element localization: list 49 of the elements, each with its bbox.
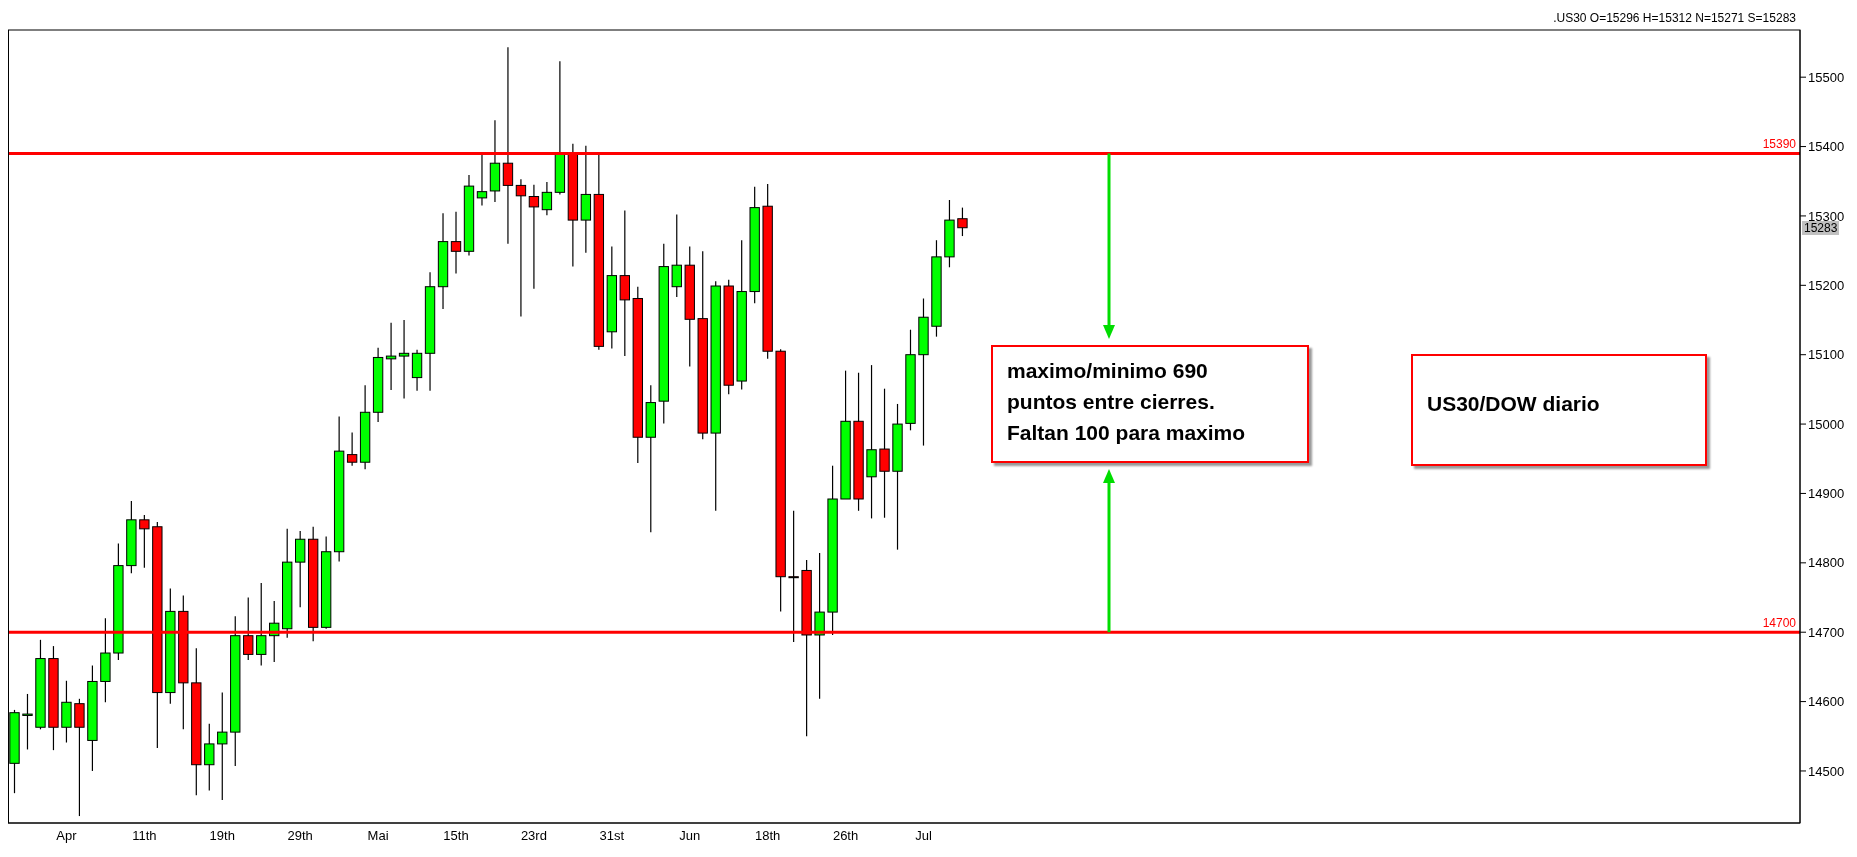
candlestick bbox=[295, 530, 306, 608]
candlestick bbox=[385, 322, 397, 391]
candlestick bbox=[541, 181, 553, 216]
candlestick bbox=[879, 388, 890, 519]
y-tick-label: 15100 bbox=[1808, 347, 1845, 363]
x-tick-label: 26th bbox=[832, 828, 859, 844]
annotation: US30/DOW diario bbox=[1427, 391, 1601, 417]
y-tick-label: 15500 bbox=[1808, 69, 1845, 85]
candlestick bbox=[957, 207, 968, 237]
candlestick bbox=[139, 514, 150, 569]
x-tick-label: 23rd bbox=[520, 828, 547, 844]
x-tick-label: 19th bbox=[209, 828, 235, 844]
candlestick bbox=[398, 319, 410, 399]
candlestick bbox=[515, 178, 527, 318]
ref-line-label: 14700 bbox=[1762, 616, 1797, 631]
x-tick-label: 29th bbox=[287, 828, 313, 844]
candlestick bbox=[346, 431, 358, 467]
x-tick-label: 18th bbox=[755, 828, 781, 844]
y-tick-label: 15000 bbox=[1808, 416, 1845, 432]
x-tick-label: 11th bbox=[132, 828, 157, 844]
ref-line-label: 15390 bbox=[1762, 137, 1797, 152]
x-tick-label: Jul bbox=[915, 828, 932, 844]
text-box: US30/DOW diario bbox=[1411, 354, 1707, 466]
x-tick-label: Apr bbox=[56, 828, 78, 844]
candlestick bbox=[217, 691, 228, 801]
y-tick-label: 15400 bbox=[1808, 139, 1845, 155]
x-tick-label: 31st bbox=[599, 828, 625, 844]
candlestick bbox=[256, 582, 267, 667]
y-tick-label: 14600 bbox=[1808, 694, 1845, 710]
annotation: maximo/minimo 690 puntos entre cierres. Faltan 100 para maximo bbox=[1007, 358, 1247, 446]
candlestick bbox=[22, 693, 33, 751]
candlestick bbox=[814, 552, 825, 700]
x-tick-label: 15th bbox=[443, 828, 469, 844]
y-tick-label: 14500 bbox=[1808, 763, 1845, 779]
candlestick bbox=[671, 213, 682, 298]
candlestick bbox=[204, 723, 215, 791]
text-box: maximo/minimo 690 puntos entre cierres. Faltan 100 para maximo bbox=[991, 345, 1309, 463]
annotation: 15283 bbox=[1802, 220, 1840, 235]
y-tick-label: 14800 bbox=[1808, 555, 1845, 571]
text: .US30 O=15296 H=15312 N=15271 S=15283 bbox=[1553, 11, 1796, 25]
candlestick bbox=[528, 184, 540, 290]
x-tick-label: Jun bbox=[679, 828, 701, 844]
x-tick-label: Mai bbox=[367, 828, 389, 844]
candlestick bbox=[74, 698, 85, 817]
y-tick-label: 14700 bbox=[1808, 624, 1845, 640]
y-tick-label: 15200 bbox=[1808, 277, 1845, 293]
candlestick bbox=[450, 211, 462, 275]
candlestick bbox=[476, 154, 488, 207]
y-tick-label: 14900 bbox=[1808, 486, 1845, 502]
